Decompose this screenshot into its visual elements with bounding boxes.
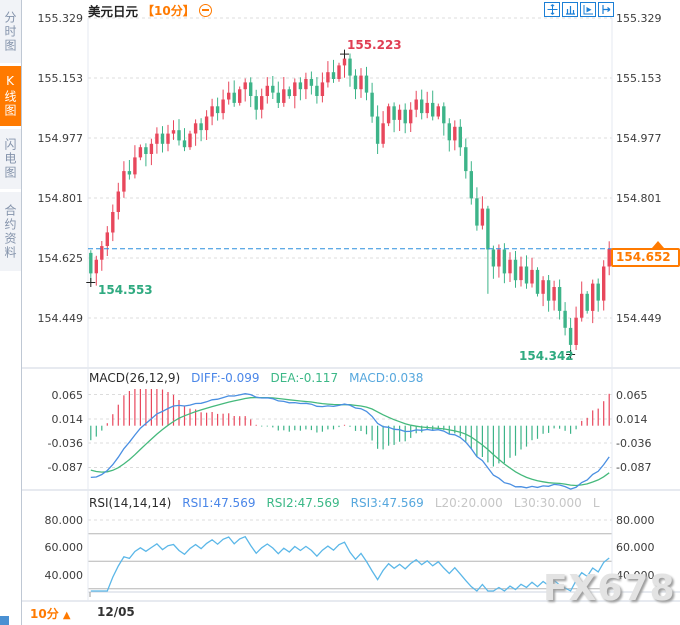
sidebar-tab-kline[interactable]: K线图 xyxy=(0,66,21,126)
scrollbar-handle[interactable] xyxy=(0,616,9,625)
shift-right-icon[interactable] xyxy=(598,2,614,17)
macd-header: MACD(26,12,9) DIFF:-0.099 DEA:-0.117 MAC… xyxy=(89,371,423,385)
price-axis-label: 155.153 xyxy=(616,72,662,85)
price-axis-label: 154.801 xyxy=(616,192,662,205)
macd-axis-label: 0.014 xyxy=(51,413,84,426)
title-bar: 美元日元 【10分】 xyxy=(88,2,212,19)
rsi-name: RSI(14,14,14) xyxy=(89,496,172,510)
price-axis-label: 154.977 xyxy=(37,132,84,145)
macd-axis-label: 0.014 xyxy=(616,413,648,426)
rsi-axis-label: 80.000 xyxy=(44,514,84,527)
bar-chart-icon[interactable] xyxy=(562,2,578,17)
chart-toolbar xyxy=(544,2,614,17)
price-axis-label: 154.801 xyxy=(37,192,84,205)
current-price-badge: 154.652 xyxy=(611,248,680,267)
low-price-annotation-right: 154.342 xyxy=(519,349,574,363)
sidebar-tab-lightning[interactable]: 闪电图 xyxy=(0,129,21,189)
low-price-annotation-left: 154.553 xyxy=(98,283,153,297)
macd-axis-label: -0.087 xyxy=(616,461,652,474)
rsi-header: RSI(14,14,14) RSI1:47.569 RSI2:47.569 RS… xyxy=(89,496,600,510)
rsi-axis-label: 40.000 xyxy=(44,569,84,582)
rsi-l20-value: L20:20.000 xyxy=(434,496,503,510)
macd-axis-label: -0.036 xyxy=(616,437,652,450)
rsi2-value: RSI2:47.569 xyxy=(266,496,340,510)
pan-icon[interactable] xyxy=(544,2,560,17)
dropdown-arrow-icon: ▲ xyxy=(62,610,71,621)
sidebar-tab-contract-info[interactable]: 合约资料 xyxy=(0,192,21,271)
rsi-axis-label: 60.000 xyxy=(44,541,84,554)
macd-name: MACD(26,12,9) xyxy=(89,371,181,385)
tab-label: 闪电图 xyxy=(3,138,17,180)
interval-selector[interactable]: 10分 ▲ xyxy=(30,605,71,622)
sidebar: 分时图 K线图 闪电图 合约资料 xyxy=(0,0,22,625)
macd-hist-value: MACD:0.038 xyxy=(349,371,424,385)
price-axis-label: 155.329 xyxy=(37,12,84,25)
rsi-axis-label: 60.000 xyxy=(616,541,655,554)
price-axis-label: 155.153 xyxy=(37,72,84,85)
price-up-arrow-icon xyxy=(652,241,664,248)
watermark: FX678 xyxy=(543,568,676,609)
rsi-l-truncated: L xyxy=(592,496,600,510)
interval-selector-label: 10分 xyxy=(30,607,59,621)
sidebar-tab-timeline[interactable]: 分时图 xyxy=(0,0,21,63)
date-axis-label: 12/05 xyxy=(97,605,135,619)
price-axis-label: 155.329 xyxy=(616,12,662,25)
tab-label: 合约资料 xyxy=(3,203,17,260)
macd-axis-label: 0.065 xyxy=(616,389,648,402)
zoom-out-icon[interactable] xyxy=(198,3,212,17)
macd-axis-label: 0.065 xyxy=(51,389,84,402)
high-price-annotation: 155.223 xyxy=(347,38,402,52)
price-axis-label: 154.977 xyxy=(616,132,662,145)
rsi3-value: RSI3:47.569 xyxy=(350,496,424,510)
symbol-title: 美元日元 xyxy=(88,3,139,19)
play-chart-icon[interactable] xyxy=(580,2,596,17)
macd-dea-value: DEA:-0.117 xyxy=(270,371,339,385)
price-axis-label: 154.625 xyxy=(37,252,84,265)
tab-label: K线图 xyxy=(3,74,17,118)
rsi-l30-value: L30:30.000 xyxy=(513,496,582,510)
price-axis-label: 154.449 xyxy=(616,312,662,325)
price-axis-label: 154.449 xyxy=(37,312,84,325)
macd-axis-label: -0.087 xyxy=(47,461,83,474)
macd-diff-value: DIFF:-0.099 xyxy=(191,371,260,385)
rsi1-value: RSI1:47.569 xyxy=(182,496,256,510)
tab-label: 分时图 xyxy=(3,10,17,53)
rsi-axis-label: 80.000 xyxy=(616,514,655,527)
macd-axis-label: -0.036 xyxy=(47,437,83,450)
interval-tag: 【10分】 xyxy=(142,3,195,18)
rsi-axis-label: 40.000 xyxy=(616,569,655,582)
